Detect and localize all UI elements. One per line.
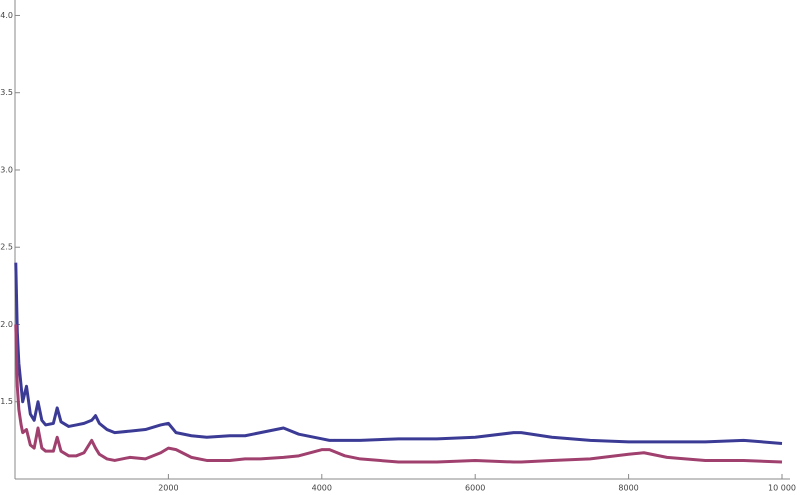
x-tick-label: 8000 — [618, 484, 638, 493]
x-tick-label: 4000 — [312, 484, 332, 493]
x-tick-label: 2000 — [158, 484, 178, 493]
y-tick-label: 2.5 — [0, 243, 13, 252]
x-tick-label: 10 000 — [768, 484, 796, 493]
y-tick-label: 1.5 — [0, 397, 13, 406]
series-line — [14, 324, 783, 464]
y-tick-label: 2.0 — [0, 320, 13, 329]
y-tick-label: 3.0 — [0, 165, 13, 174]
x-tick-label: 6000 — [465, 484, 485, 493]
series-line — [14, 262, 783, 445]
y-tick-label: 3.5 — [0, 88, 13, 97]
y-tick-label: 4.0 — [0, 11, 13, 20]
